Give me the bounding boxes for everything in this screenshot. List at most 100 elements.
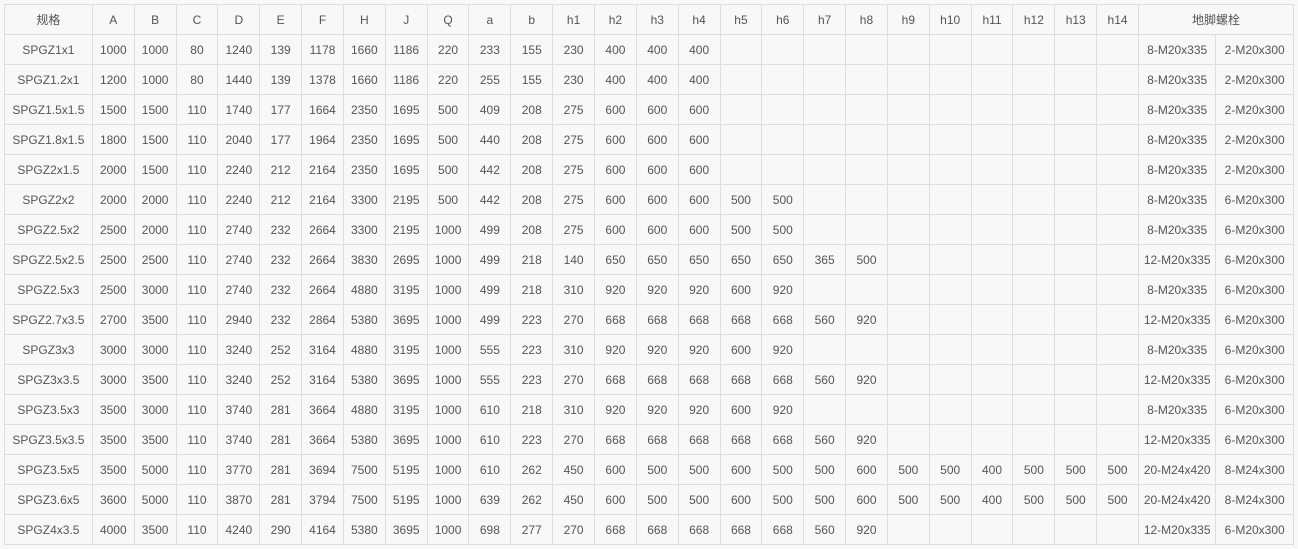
table-cell: 555	[469, 335, 511, 365]
table-cell: SPGZ2.5x2	[5, 215, 93, 245]
table-row: SPGZ2x2200020001102240212216433002195500…	[5, 185, 1294, 215]
table-cell: 281	[260, 485, 302, 515]
table-cell: 1440	[218, 65, 260, 95]
table-cell: 3300	[343, 185, 385, 215]
table-cell: 8-M20x335	[1138, 65, 1215, 95]
table-cell: 920	[636, 335, 678, 365]
table-cell: 2864	[302, 305, 344, 335]
table-cell: 668	[678, 425, 720, 455]
table-cell: 600	[595, 185, 637, 215]
table-cell	[1013, 305, 1055, 335]
table-cell: 1000	[427, 425, 469, 455]
table-cell: 2-M20x300	[1216, 155, 1294, 185]
table-cell: 920	[762, 275, 804, 305]
table-cell: 110	[176, 95, 218, 125]
table-cell: 270	[553, 515, 595, 545]
col-header: 规格	[5, 5, 93, 35]
table-cell: 600	[636, 185, 678, 215]
table-cell: 1660	[343, 65, 385, 95]
table-cell	[804, 395, 846, 425]
table-cell: 4880	[343, 335, 385, 365]
table-cell: 920	[846, 515, 888, 545]
table-cell	[929, 395, 971, 425]
table-row: SPGZ3.5x53500500011037702813694750051951…	[5, 455, 1294, 485]
table-cell: 1740	[218, 95, 260, 125]
table-cell: 232	[260, 245, 302, 275]
table-cell: 218	[511, 275, 553, 305]
table-cell: 1500	[134, 95, 176, 125]
table-cell	[1055, 425, 1097, 455]
table-cell: 5195	[385, 455, 427, 485]
table-cell: 442	[469, 185, 511, 215]
table-cell: 12-M20x335	[1138, 365, 1215, 395]
table-cell: 600	[595, 95, 637, 125]
table-cell: 6-M20x300	[1216, 365, 1294, 395]
table-cell: 499	[469, 245, 511, 275]
table-cell: 1660	[343, 35, 385, 65]
table-cell: 600	[846, 485, 888, 515]
table-cell: 600	[678, 95, 720, 125]
table-cell	[804, 275, 846, 305]
table-cell: 8-M20x335	[1138, 335, 1215, 365]
table-cell	[929, 425, 971, 455]
table-cell: 281	[260, 425, 302, 455]
table-cell: 1500	[134, 125, 176, 155]
col-header: h3	[636, 5, 678, 35]
table-cell: 290	[260, 515, 302, 545]
table-cell: 3740	[218, 395, 260, 425]
table-cell	[887, 245, 929, 275]
table-cell: 2000	[134, 185, 176, 215]
table-cell: 668	[595, 425, 637, 455]
table-cell	[971, 215, 1013, 245]
table-cell: 208	[511, 215, 553, 245]
table-cell: SPGZ3x3.5	[5, 365, 93, 395]
table-cell: 650	[762, 245, 804, 275]
table-cell: 3500	[92, 455, 134, 485]
table-cell: 3500	[92, 395, 134, 425]
table-cell: 650	[595, 245, 637, 275]
table-cell: 1000	[92, 35, 134, 65]
table-cell	[929, 305, 971, 335]
table-cell: SPGZ3.6x5	[5, 485, 93, 515]
table-cell: 5000	[134, 485, 176, 515]
table-cell	[846, 125, 888, 155]
table-header: 规格ABCDEFHJQabh1h2h3h4h5h6h7h8h9h10h11h12…	[5, 5, 1294, 35]
table-cell: 4240	[218, 515, 260, 545]
table-cell	[1013, 35, 1055, 65]
table-cell	[1055, 125, 1097, 155]
table-cell: 500	[1013, 455, 1055, 485]
table-cell: 3000	[92, 365, 134, 395]
table-cell	[971, 305, 1013, 335]
table-cell: 3830	[343, 245, 385, 275]
table-cell: 1178	[302, 35, 344, 65]
table-cell	[929, 215, 971, 245]
table-row: SPGZ1x1100010008012401391178166011862202…	[5, 35, 1294, 65]
table-cell: 920	[846, 365, 888, 395]
table-cell: 8-M20x335	[1138, 95, 1215, 125]
spec-table: 规格ABCDEFHJQabh1h2h3h4h5h6h7h8h9h10h11h12…	[4, 4, 1294, 545]
table-cell: 6-M20x300	[1216, 245, 1294, 275]
table-cell: 500	[427, 125, 469, 155]
col-header: a	[469, 5, 511, 35]
table-cell: 920	[636, 395, 678, 425]
table-cell: 3870	[218, 485, 260, 515]
table-cell: 600	[678, 125, 720, 155]
table-cell: 1000	[427, 455, 469, 485]
col-header: 地脚螺栓	[1138, 5, 1293, 35]
table-cell	[929, 95, 971, 125]
table-cell: 500	[762, 455, 804, 485]
col-header: h6	[762, 5, 804, 35]
col-header: C	[176, 5, 218, 35]
table-cell: 2-M20x300	[1216, 35, 1294, 65]
table-cell: 500	[427, 155, 469, 185]
table-cell: 6-M20x300	[1216, 275, 1294, 305]
table-cell: 668	[636, 305, 678, 335]
table-cell: 668	[595, 305, 637, 335]
table-cell: 499	[469, 275, 511, 305]
table-cell	[1013, 215, 1055, 245]
table-cell: 668	[678, 515, 720, 545]
table-cell: 600	[595, 485, 637, 515]
table-cell: 668	[636, 515, 678, 545]
table-cell: 262	[511, 455, 553, 485]
table-cell: 6-M20x300	[1216, 395, 1294, 425]
